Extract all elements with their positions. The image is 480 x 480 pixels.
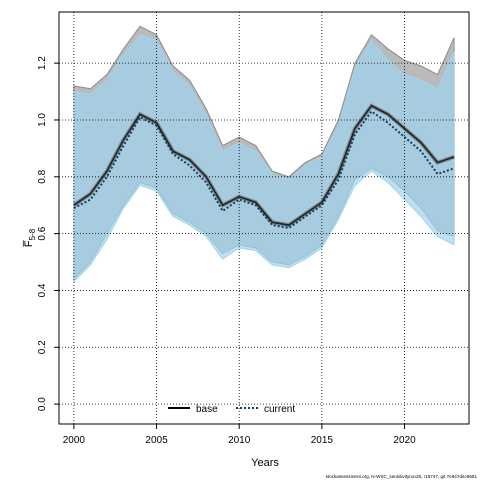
confidence-bands xyxy=(73,25,455,284)
y-axis: 0.0 0.2 0.4 0.6 0.8 1.0 1.2 xyxy=(37,56,59,411)
legend-label-base: base xyxy=(196,404,218,415)
y-tick-label: 0.6 xyxy=(37,226,48,240)
y-tick-label: 0.4 xyxy=(37,283,48,297)
y-axis-label-subscript: 5-8 xyxy=(28,228,37,240)
y-tick-label: 1.2 xyxy=(37,56,48,70)
x-tick-label: 2020 xyxy=(393,435,416,446)
x-tick-label: 2015 xyxy=(311,435,334,446)
y-axis-label: F̅5-8 xyxy=(23,228,37,247)
series-line-base xyxy=(73,104,455,226)
grid-lines xyxy=(59,12,469,424)
x-tick-label: 2010 xyxy=(228,435,251,446)
footer-text: stockassessment.org, N-WSC_sensitivityru… xyxy=(326,474,478,479)
y-axis-label-main: F̅ xyxy=(23,239,35,247)
plot-frame xyxy=(58,11,470,425)
legend-label-current: current xyxy=(264,404,295,415)
x-tick-label: 2005 xyxy=(145,435,168,446)
x-tick-label: 2000 xyxy=(63,435,86,446)
series-line-current xyxy=(73,110,455,229)
y-tick-label: 1.0 xyxy=(37,113,48,127)
x-axis-label: Years xyxy=(251,457,279,469)
band-current xyxy=(73,34,455,284)
y-tick-label: 0.8 xyxy=(37,169,48,183)
y-tick-label: 0.2 xyxy=(37,340,48,354)
series-lines xyxy=(72,103,455,229)
y-tick-label: 0.0 xyxy=(37,397,48,411)
x-axis: 2000 2005 2010 2015 2020 xyxy=(63,424,416,446)
legend: base current xyxy=(168,404,295,415)
